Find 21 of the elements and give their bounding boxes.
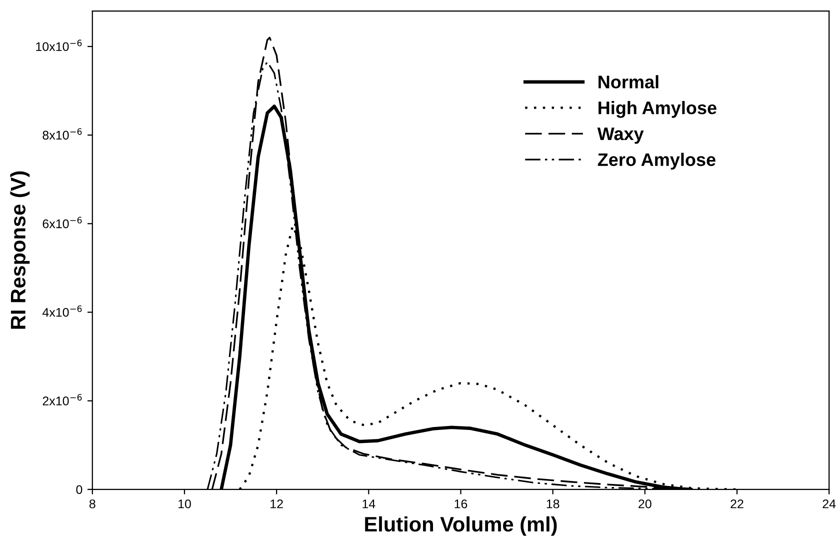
y-tick-label: 4x10$^{−6}$ (42, 305, 82, 317)
y-tick-label: 6x10$^{−6}$ (42, 216, 82, 228)
x-tick-label: 22 (730, 499, 744, 508)
x-tick-label: 10 (178, 499, 191, 508)
y-axis-title: RI Response (V) (10, 171, 30, 329)
legend-label: Zero Amylose (598, 152, 716, 170)
y-tick-label: 8x10$^{−6}$ (42, 128, 82, 140)
x-tick-label: 8 (89, 499, 96, 508)
x-tick-label: 14 (362, 500, 376, 508)
x-tick-label: 24 (822, 499, 836, 508)
x-tick-label: 20 (638, 499, 652, 508)
legend-label: Waxy (597, 128, 644, 144)
x-axis-title: Elution Volume (ml) (365, 516, 557, 536)
y-tick-label: 10x10$^{−6}$ (36, 40, 82, 52)
legend-label: High Amylose (598, 101, 716, 118)
legend-label: Normal (598, 75, 658, 88)
y-tick-label: 2x10$^{−6}$ (42, 394, 82, 406)
x-tick-label: 12 (270, 499, 283, 508)
x-tick-label: 16 (454, 499, 468, 508)
y-tick-label: 0 (76, 485, 82, 494)
x-tick-label: 18 (546, 499, 560, 508)
